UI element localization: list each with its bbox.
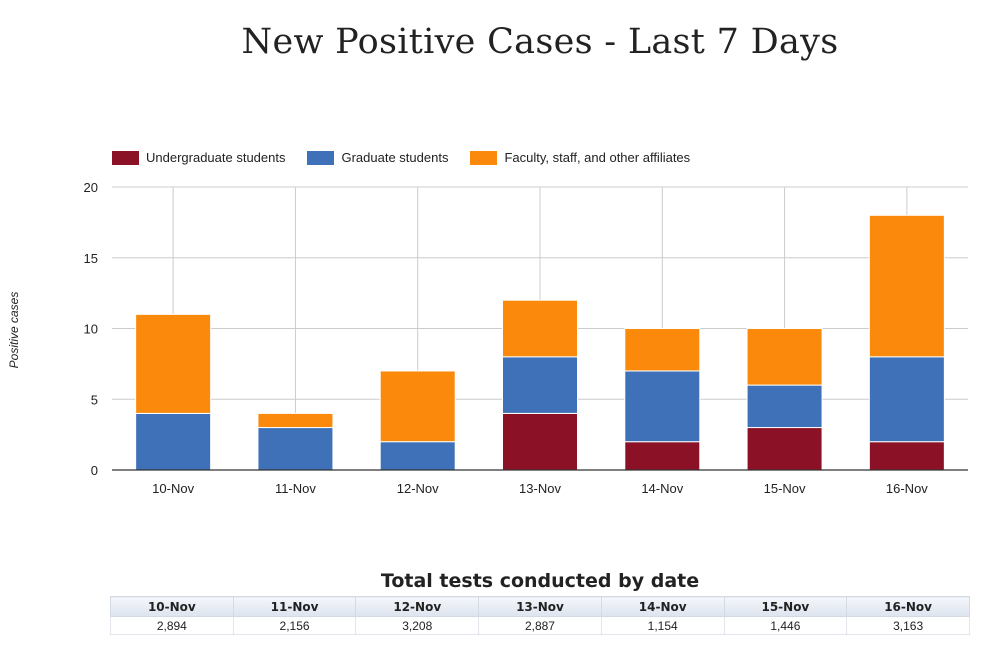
tests-header-cell: 14-Nov <box>600 596 725 617</box>
tests-header-cell: 15-Nov <box>723 596 848 617</box>
y-tick-label: 0 <box>91 463 98 478</box>
legend-item-graduate: Graduate students <box>307 150 448 165</box>
legend-swatch-undergraduate <box>112 150 139 165</box>
tests-header-cell: 13-Nov <box>478 596 602 617</box>
legend-label-undergraduate: Undergraduate students <box>146 150 286 165</box>
x-tick-label: 10-Nov <box>152 481 194 496</box>
legend-swatch-graduate <box>307 150 335 165</box>
tests-table: 10-Nov 11-Nov 12-Nov 13-Nov 14-Nov 15-No… <box>110 596 970 635</box>
tests-value-cell: 2,894 <box>110 616 234 635</box>
tests-header-cell: 10-Nov <box>110 596 234 617</box>
x-tick-label: 13-Nov <box>519 481 561 496</box>
bar-segment <box>257 427 334 471</box>
bar-segment <box>868 441 945 471</box>
tests-value-cell: 3,208 <box>355 616 480 635</box>
tests-value-cell: 3,163 <box>846 616 970 635</box>
chart-legend: Undergraduate students Graduate students… <box>112 150 712 165</box>
tests-value-cell: 2,156 <box>232 616 357 635</box>
bar-segment <box>746 328 823 386</box>
legend-label-graduate: Graduate students <box>341 150 449 165</box>
x-tick-label: 11-Nov <box>275 481 316 496</box>
bar-segment <box>624 328 701 372</box>
bar-segment <box>379 441 456 471</box>
y-tick-label: 20 <box>84 180 98 195</box>
tests-header-cell: 16-Nov <box>846 596 970 617</box>
tests-table-title: Total tests conducted by date <box>380 570 700 592</box>
x-tick-label: 16-Nov <box>886 481 928 496</box>
tests-header-cell: 11-Nov <box>232 596 357 617</box>
chart-plot-area: 0 5 10 15 20 10-Nov 11-Nov 12-Nov 13-Nov 14-Nov 15… <box>84 180 968 496</box>
bar-segment <box>746 427 823 471</box>
chart-title: New Positive Cases - Last 7 Days <box>241 22 839 62</box>
bar-segment <box>868 214 945 358</box>
legend-item-faculty: Faculty, staff, and other affiliates <box>470 150 690 165</box>
y-tick-label: 10 <box>84 322 98 337</box>
bar-segment <box>502 299 578 358</box>
legend-swatch-faculty <box>470 150 498 165</box>
legend-label-faculty: Faculty, staff, and other affiliates <box>504 150 691 165</box>
bar-segment <box>746 384 823 429</box>
bar-segment <box>624 370 701 443</box>
y-tick-label: 5 <box>91 392 98 407</box>
tests-value-cell: 1,154 <box>600 616 725 635</box>
x-tick-label: 12-Nov <box>397 481 439 496</box>
tests-value-row: 2,894 2,156 3,208 2,887 1,154 1,446 3,16… <box>110 616 970 635</box>
bar-segment <box>135 313 212 414</box>
bar-segment <box>257 412 334 429</box>
bar-segment <box>502 412 578 471</box>
bar-segment <box>379 370 456 443</box>
tests-header-row: 10-Nov 11-Nov 12-Nov 13-Nov 14-Nov 15-No… <box>110 596 970 617</box>
bar-segment <box>868 356 945 443</box>
bar-segment <box>624 441 701 471</box>
x-tick-label: 14-Nov <box>641 481 683 496</box>
y-tick-label: 15 <box>84 251 98 266</box>
legend-item-undergraduate: Undergraduate students <box>112 150 285 165</box>
tests-value-cell: 1,446 <box>723 616 848 635</box>
x-tick-label: 15-Nov <box>764 481 806 496</box>
tests-header-cell: 12-Nov <box>355 596 480 617</box>
bar-segment <box>502 356 578 414</box>
tests-value-cell: 2,887 <box>478 616 602 635</box>
bar-segment <box>135 412 212 471</box>
